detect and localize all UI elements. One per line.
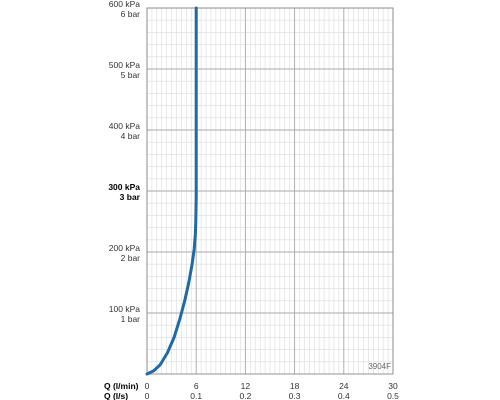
y-tick-label-bar: 3 bar — [120, 192, 141, 202]
series-layer — [145, 6, 198, 376]
y-tick-label-bar: 5 bar — [121, 70, 141, 80]
series-line — [145, 6, 198, 376]
x-axis-label: Q (l/s) — [104, 391, 128, 400]
y-tick-label-kpa: 300 kPa — [108, 182, 140, 192]
figure-code: 3904F — [368, 362, 391, 371]
y-tick-label-kpa: 400 kPa — [109, 121, 140, 131]
x-tick-label: 0.1 — [190, 391, 202, 400]
y-tick-label-bar: 4 bar — [121, 131, 141, 141]
x-tick-label: 0 — [145, 391, 150, 400]
x-tick-label: 0 — [145, 381, 150, 391]
y-tick-label-kpa: 200 kPa — [109, 243, 140, 253]
y-tick-label-kpa: 500 kPa — [109, 60, 140, 70]
x-tick-label: 0.3 — [289, 391, 301, 400]
y-tick-label-kpa: 600 kPa — [109, 0, 140, 9]
y-tick-label-bar: 2 bar — [121, 253, 141, 263]
x-axis-label: Q (l/min) — [104, 381, 139, 391]
x-axis-labels: Q (l/min) 0 6 12 18 24 30 Q (l/s) 0 0.1 0.2 0.3 0.4 0… — [104, 381, 399, 400]
x-tick-label: 0.5 — [387, 391, 399, 400]
x-tick-label: 18 — [290, 381, 300, 391]
x-tick-label: 0.4 — [338, 391, 350, 400]
y-tick-label-kpa: 100 kPa — [109, 304, 140, 314]
x-tick-label: 12 — [241, 381, 251, 391]
y-tick-label-bar: 1 bar — [121, 314, 141, 324]
plot-frame — [146, 7, 394, 375]
y-tick-label-bar: 6 bar — [121, 9, 141, 19]
x-tick-label: 6 — [194, 381, 199, 391]
x-tick-label: 0.2 — [239, 391, 251, 400]
x-tick-label: 24 — [339, 381, 349, 391]
x-tick-label: 30 — [388, 381, 398, 391]
